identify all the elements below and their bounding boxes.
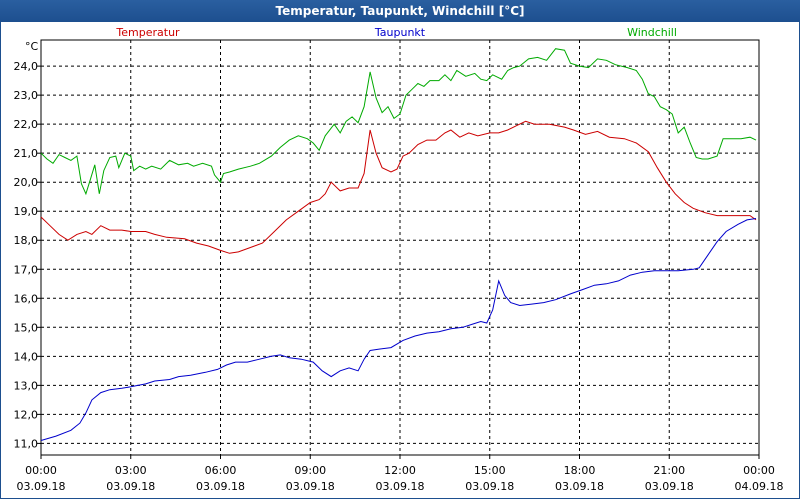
x-axis: 00:00 03.09.18 03:00 03.09.18 06:00 03.09.18 0… xyxy=(17,455,784,493)
x-tick-time-label: 03:00 xyxy=(115,464,147,477)
x-tick-date-label: 04.09.18 xyxy=(735,480,784,493)
x-tick-date-label: 03.09.18 xyxy=(645,480,694,493)
y-axis-unit-label: °C xyxy=(25,40,39,53)
x-tick-date-label: 03.09.18 xyxy=(286,480,335,493)
line-chart: 11,0 12,0 13,0 14,0 15,0 16,0 17,0 18,0 19,0 20,0… xyxy=(14,26,784,493)
series-line-windchill xyxy=(40,48,757,196)
x-tick-time-label: 18:00 xyxy=(564,464,596,477)
plot-lines xyxy=(40,48,757,441)
legend-label-temperatur: Temperatur xyxy=(115,26,180,39)
y-tick-label: 13,0 xyxy=(14,379,39,392)
x-tick-time-label: 06:00 xyxy=(205,464,237,477)
y-tick-label: 18,0 xyxy=(14,234,39,247)
x-tick-date-label: 03.09.18 xyxy=(106,480,155,493)
series-line-temperatur xyxy=(40,120,757,254)
x-tick-time-label: 12:00 xyxy=(384,464,416,477)
x-tick-time-label: 09:00 xyxy=(294,464,326,477)
y-tick-label: 12,0 xyxy=(14,408,39,421)
x-tick-date-label: 03.09.18 xyxy=(376,480,425,493)
y-tick-label: 11,0 xyxy=(14,437,39,450)
y-tick-label: 15,0 xyxy=(14,321,39,334)
legend: Temperatur Taupunkt Windchill xyxy=(115,26,677,39)
legend-label-windchill: Windchill xyxy=(627,26,677,39)
y-tick-label: 14,0 xyxy=(14,350,39,363)
legend-label-taupunkt: Taupunkt xyxy=(374,26,426,39)
x-tick-time-label: 15:00 xyxy=(474,464,506,477)
y-tick-label: 24,0 xyxy=(14,60,39,73)
y-axis: 11,0 12,0 13,0 14,0 15,0 16,0 17,0 18,0 19,0 20,0… xyxy=(14,60,41,450)
y-tick-label: 19,0 xyxy=(14,205,39,218)
x-tick-date-label: 03.09.18 xyxy=(196,480,245,493)
y-tick-label: 20,0 xyxy=(14,176,39,189)
chart-frame: 11,0 12,0 13,0 14,0 15,0 16,0 17,0 18,0 19,0 20,0… xyxy=(0,22,800,499)
y-tick-label: 22,0 xyxy=(14,118,39,131)
x-tick-date-label: 03.09.18 xyxy=(555,480,604,493)
x-tick-date-label: 03.09.18 xyxy=(465,480,514,493)
y-tick-label: 17,0 xyxy=(14,263,39,276)
y-tick-label: 23,0 xyxy=(14,89,39,102)
x-tick-time-label: 00:00 xyxy=(25,464,57,477)
y-tick-label: 21,0 xyxy=(14,147,39,160)
x-tick-time-label: 21:00 xyxy=(653,464,685,477)
y-tick-label: 16,0 xyxy=(14,292,39,305)
grid-lines xyxy=(40,39,760,456)
series-line-taupunkt xyxy=(40,218,757,441)
window-title: Temperatur, Taupunkt, Windchill [°C] xyxy=(0,0,800,22)
x-tick-date-label: 03.09.18 xyxy=(17,480,66,493)
x-tick-time-label: 00:00 xyxy=(743,464,775,477)
